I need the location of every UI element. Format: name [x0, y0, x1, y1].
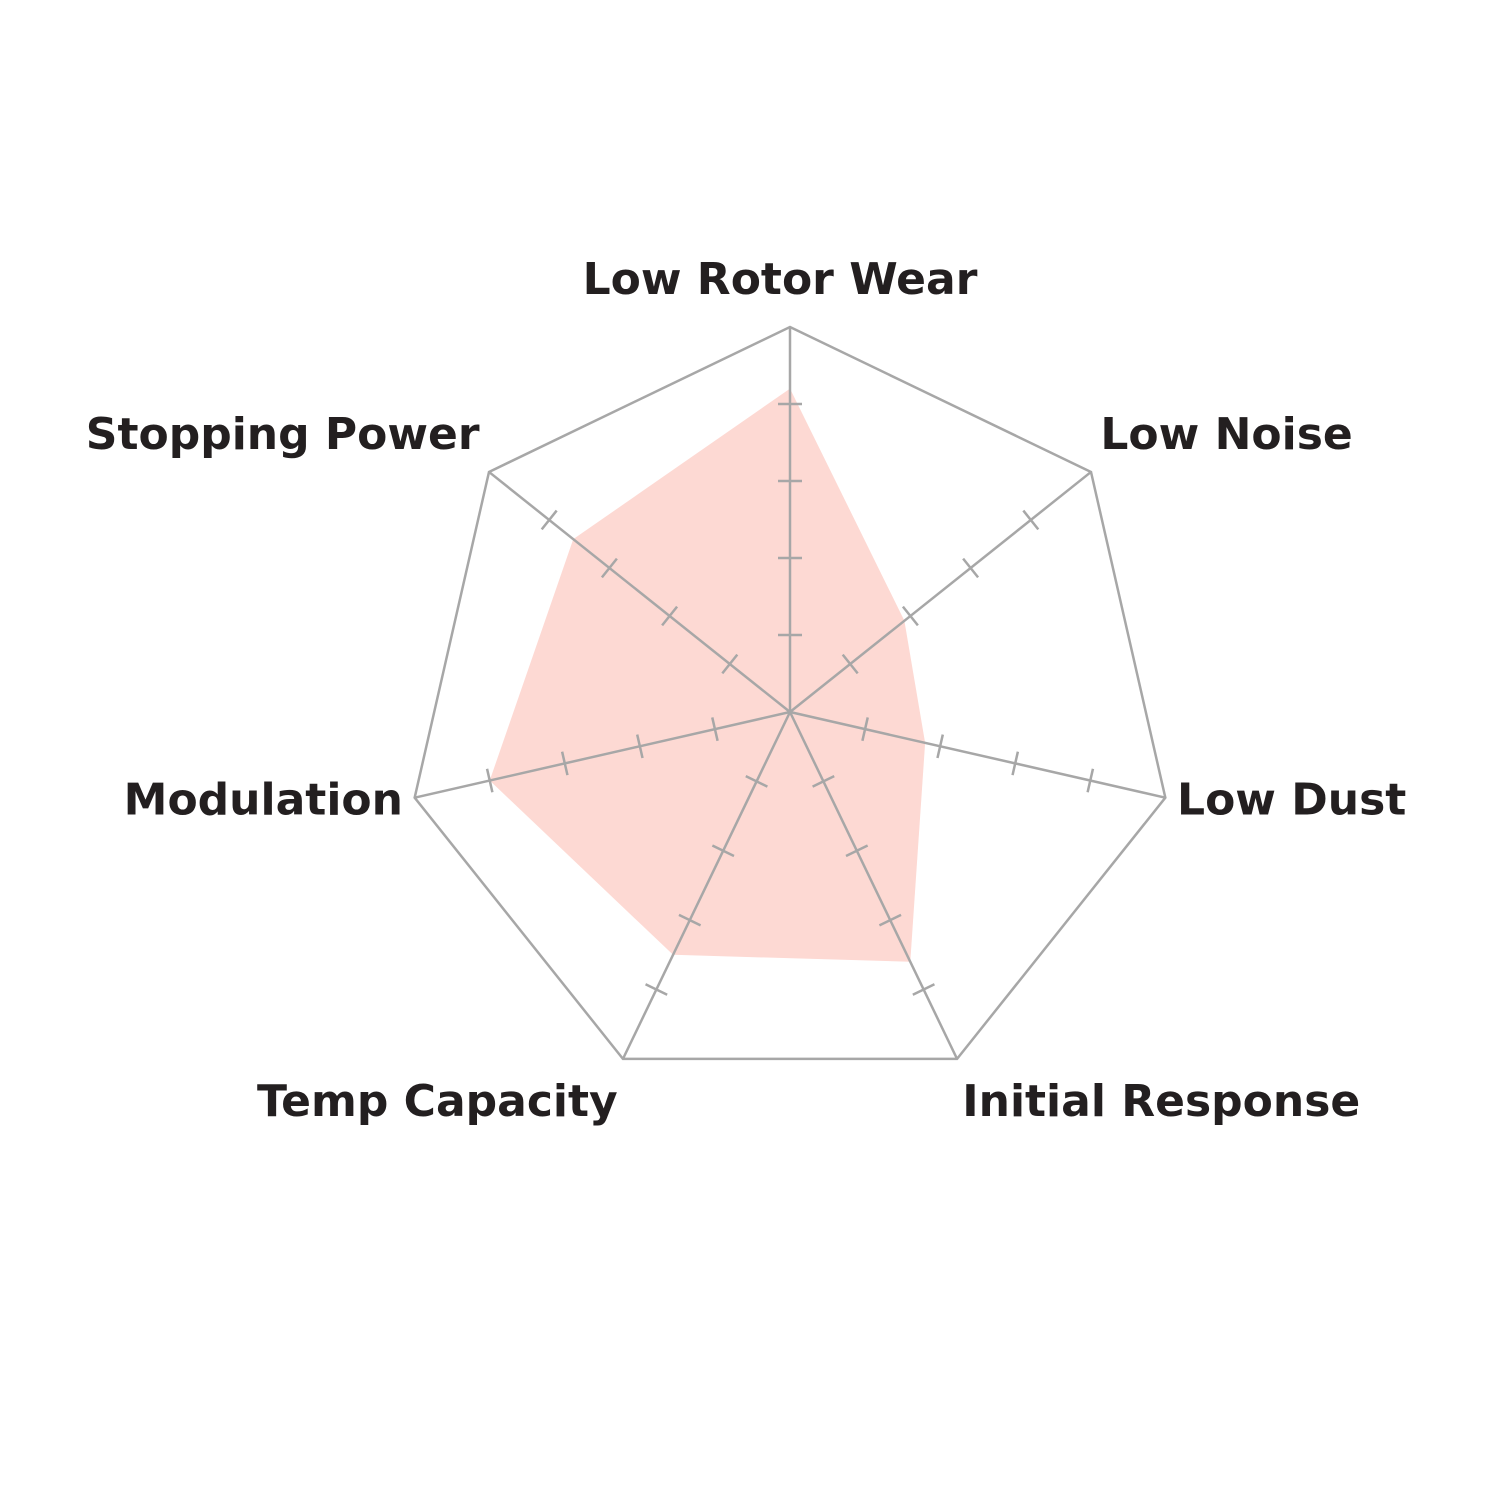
tick-mark — [845, 844, 869, 858]
tick-mark — [635, 734, 644, 759]
tick-mark — [878, 913, 902, 927]
axis-label: Initial Response — [962, 1076, 1360, 1127]
axis-label: Temp Capacity — [257, 1076, 618, 1127]
axis-line — [621, 711, 792, 1060]
axis-line — [414, 710, 791, 799]
axis-line — [789, 710, 1166, 799]
radar-area — [489, 388, 926, 962]
tick-mark — [678, 913, 702, 927]
axis-label: Low Dust — [1177, 775, 1406, 826]
tick-mark — [901, 605, 919, 627]
tick-mark — [540, 509, 558, 531]
axis-label: Modulation — [124, 775, 403, 826]
tick-mark — [711, 844, 735, 858]
tick-mark — [1022, 509, 1040, 531]
tick-mark — [936, 734, 945, 759]
axis-label: Stopping Power — [86, 409, 480, 460]
tick-mark — [560, 751, 569, 776]
tick-mark — [962, 557, 980, 579]
axis-label: Low Noise — [1100, 409, 1352, 460]
axis-line — [789, 470, 1092, 713]
tick-mark — [861, 717, 869, 742]
tick-mark — [841, 653, 859, 675]
tick-mark — [645, 983, 668, 996]
tick-mark — [745, 775, 768, 788]
tick-mark — [721, 653, 739, 675]
tick-mark — [711, 717, 719, 742]
tick-mark — [812, 775, 835, 788]
axis-label: Low Rotor Wear — [583, 254, 978, 305]
tick-mark — [661, 605, 679, 627]
tick-mark — [1011, 751, 1020, 776]
axis-line — [788, 711, 959, 1060]
tick-mark — [485, 768, 494, 793]
axis-line — [488, 470, 791, 713]
radar-frame — [413, 325, 1167, 1061]
tick-mark — [600, 557, 618, 579]
tick-mark — [1086, 768, 1095, 793]
tick-mark — [912, 983, 935, 996]
